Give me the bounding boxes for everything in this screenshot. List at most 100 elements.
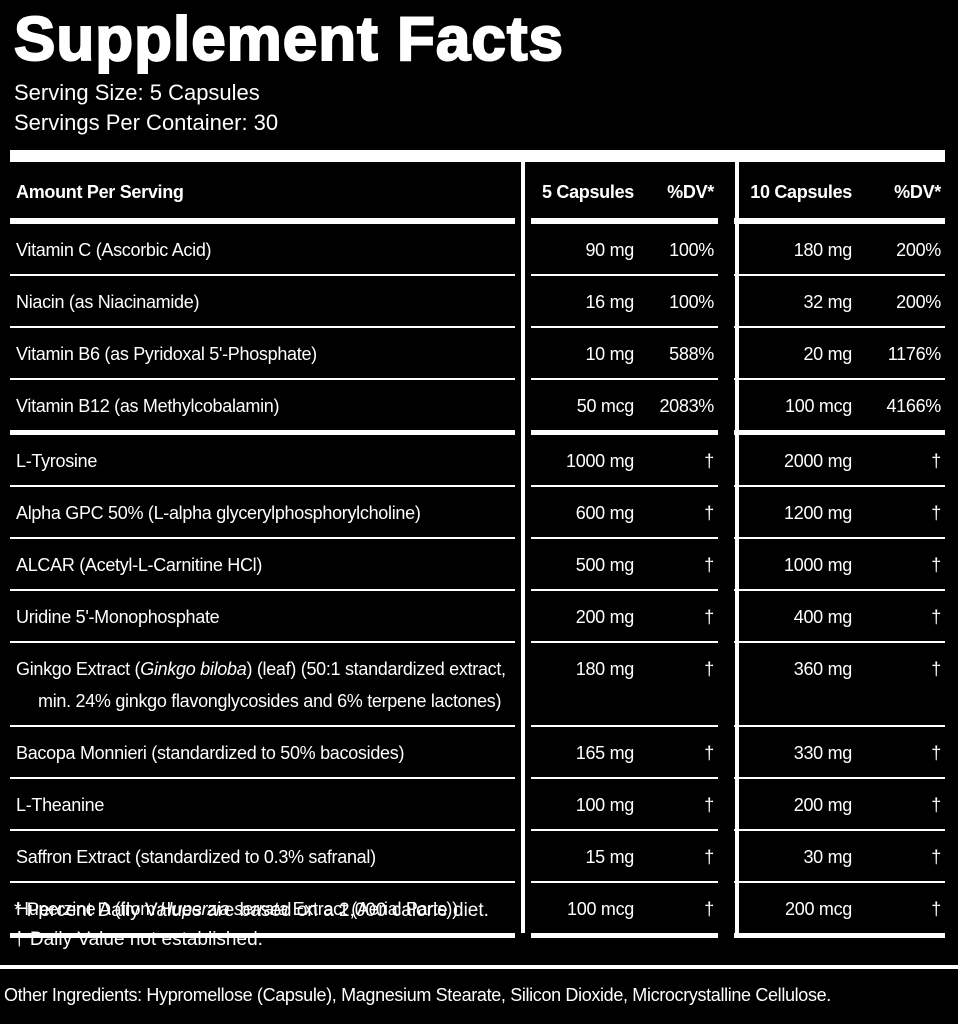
amount: 32 mg (734, 276, 856, 328)
column-header: Amount Per Serving (10, 162, 515, 224)
footnote: * Percent Daily Values are based on a 2,… (14, 900, 489, 921)
daily-value: † (856, 591, 945, 643)
nutrient-row: L-Theanine 100 mg † 200 mg † (10, 779, 945, 831)
nutrient-name: Alpha GPC 50% (L-alpha glycerylphosphory… (10, 487, 515, 539)
header-row: Amount Per Serving 5 Capsules %DV* 10 Capsu… (10, 162, 945, 224)
nutrient-row: Alpha GPC 50% (L-alpha glycerylphosphory… (10, 487, 945, 539)
amount: 50 mcg (531, 380, 638, 435)
daily-value: † (638, 487, 718, 539)
title: Supplement Facts (13, 4, 564, 75)
serving-size: Serving Size: 5 Capsules (14, 80, 260, 105)
nutrient-name: Ginkgo Extract (Ginkgo biloba) (leaf) (5… (10, 643, 515, 727)
nutrient-name: L-Tyrosine (10, 435, 515, 487)
daily-value: † (638, 435, 718, 487)
column-divider (521, 162, 525, 933)
nutrient-name: Niacin (as Niacinamide) (10, 276, 515, 328)
name-part: Uridine 5'-Monophosphate (16, 607, 220, 627)
daily-value: † (638, 591, 718, 643)
daily-value: † (638, 883, 718, 938)
nutrient-row: L-Tyrosine 1000 mg † 2000 mg † (10, 435, 945, 487)
amount: 500 mg (531, 539, 638, 591)
name-part: Vitamin C (Ascorbic Acid) (16, 240, 212, 260)
column-header: %DV* (638, 162, 718, 224)
name-part: ) (leaf) (50:1 standardized extract, min… (38, 659, 506, 711)
nutrient-row: Vitamin C (Ascorbic Acid) 90 mg 100% 180 mg… (10, 224, 945, 276)
nutrient-row: Saffron Extract (standardized to 0.3% sa… (10, 831, 945, 883)
name-part: Extract (Aerial Parts)) (287, 899, 458, 919)
amount: 600 mg (531, 487, 638, 539)
nutrient-name: L-Theanine (10, 779, 515, 831)
column-header: 5 Capsules (531, 162, 638, 224)
name-part: Niacin (as Niacinamide) (16, 292, 200, 312)
nutrient-name: Saffron Extract (standardized to 0.3% sa… (10, 831, 515, 883)
name-part: Huperzine A (from (16, 899, 160, 919)
name-part: Ginkgo biloba (140, 659, 247, 679)
amount: 2000 mg (734, 435, 856, 487)
daily-value: 200% (856, 224, 945, 276)
nutrient-name: Uridine 5'-Monophosphate (10, 591, 515, 643)
amount: 1200 mg (734, 487, 856, 539)
nutrient-name: Huperzine A (from Huperzia serrata Extra… (10, 883, 515, 938)
name-part: ALCAR (Acetyl-L-Carnitine HCl) (16, 555, 263, 575)
amount: 20 mg (734, 328, 856, 380)
daily-value: † (856, 539, 945, 591)
divider (0, 965, 958, 969)
amount: 200 mg (531, 591, 638, 643)
nutrient-name: Bacopa Monnieri (standardized to 50% bac… (10, 727, 515, 779)
nutrient-row: Bacopa Monnieri (standardized to 50% bac… (10, 727, 945, 779)
nutrient-row: Vitamin B6 (as Pyridoxal 5'-Phosphate) 10… (10, 328, 945, 380)
column-header: %DV* (856, 162, 945, 224)
name-part: Alpha GPC 50% (L-alpha glycerylphosphory… (16, 503, 421, 523)
daily-value: † (856, 487, 945, 539)
nutrient-row: Uridine 5'-Monophosphate 200 mg † 400 mg † (10, 591, 945, 643)
name-part: Vitamin B6 (as Pyridoxal 5'-Phosphate) (16, 344, 317, 364)
amount: 200 mg (734, 779, 856, 831)
column-header: 10 Capsules (734, 162, 856, 224)
amount: 180 mg (531, 643, 638, 727)
nutrient-row: Niacin (as Niacinamide) 16 mg 100% 32 mg 200… (10, 276, 945, 328)
amount: 30 mg (734, 831, 856, 883)
nutrient-name: ALCAR (Acetyl-L-Carnitine HCl) (10, 539, 515, 591)
nutrient-row: Ginkgo Extract (Ginkgo biloba) (leaf) (5… (10, 643, 945, 727)
amount: 400 mg (734, 591, 856, 643)
daily-value: † (856, 435, 945, 487)
amount: 1000 mg (531, 435, 638, 487)
name-part: L-Theanine (16, 795, 105, 815)
amount: 330 mg (734, 727, 856, 779)
nutrient-name: Vitamin B12 (as Methylcobalamin) (10, 380, 515, 435)
amount: 100 mcg (734, 380, 856, 435)
amount: 16 mg (531, 276, 638, 328)
amount: 360 mg (734, 643, 856, 727)
daily-value: † (856, 831, 945, 883)
name-part: Ginkgo Extract ( (16, 659, 141, 679)
daily-value: † (638, 727, 718, 779)
name-part: Saffron Extract (standardized to 0.3% sa… (16, 847, 376, 867)
name-part: Huperzia serrata (159, 899, 289, 919)
footnote: † Daily Value not established. (14, 929, 263, 950)
daily-value: 100% (638, 276, 718, 328)
name-part: L-Tyrosine (16, 451, 98, 471)
column-divider (735, 162, 739, 933)
amount: 100 mcg (531, 883, 638, 938)
amount: 180 mg (734, 224, 856, 276)
daily-value: † (638, 779, 718, 831)
daily-value: † (856, 779, 945, 831)
name-part: Vitamin B12 (as Methylcobalamin) (16, 396, 280, 416)
daily-value: 2083% (638, 380, 718, 435)
daily-value: 588% (638, 328, 718, 380)
daily-value: † (856, 643, 945, 727)
amount: 200 mcg (734, 883, 856, 938)
other-ingredients: Other Ingredients: Hypromellose (Capsule… (4, 985, 831, 1005)
amount: 10 mg (531, 328, 638, 380)
daily-value: † (856, 883, 945, 938)
daily-value: † (638, 539, 718, 591)
nutrient-row: Huperzine A (from Huperzia serrata Extra… (10, 883, 945, 938)
amount: 1000 mg (734, 539, 856, 591)
daily-value: † (638, 831, 718, 883)
daily-value: 4166% (856, 380, 945, 435)
amount: 15 mg (531, 831, 638, 883)
name-part: Bacopa Monnieri (standardized to 50% bac… (16, 743, 405, 763)
nutrient-row: Vitamin B12 (as Methylcobalamin) 50 mcg 20… (10, 380, 945, 435)
nutrient-name: Vitamin C (Ascorbic Acid) (10, 224, 515, 276)
